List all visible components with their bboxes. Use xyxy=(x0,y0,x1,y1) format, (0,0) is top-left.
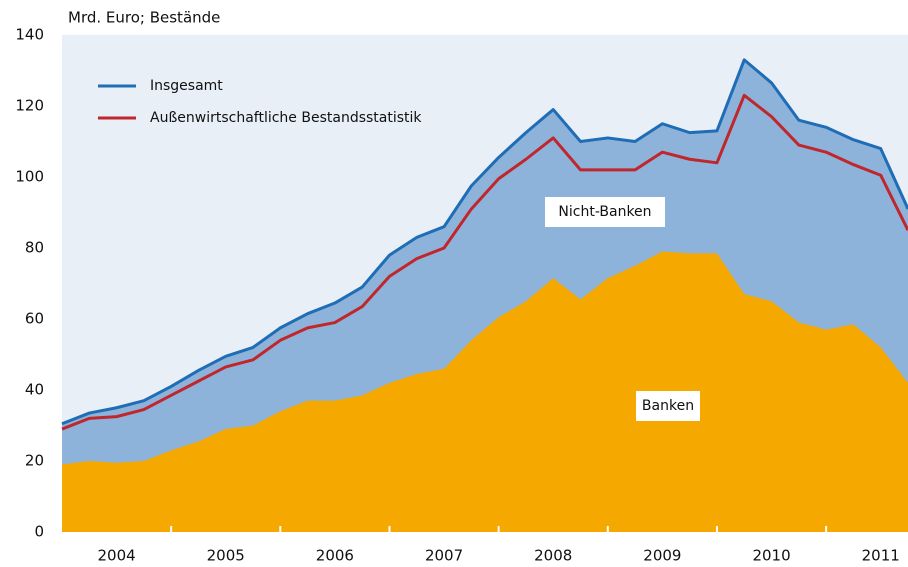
y-tick-label: 140 xyxy=(15,26,44,44)
x-tick-label: 2010 xyxy=(752,547,790,565)
y-axis-label: Mrd. Euro; Bestände xyxy=(68,9,220,27)
legend-label: Außenwirtschaftliche Bestandsstatistik xyxy=(150,110,422,126)
line xyxy=(61,93,908,431)
x-tick-label: 2007 xyxy=(425,547,463,565)
y-tick-label: 40 xyxy=(25,381,44,399)
x-tick-label: 2005 xyxy=(207,547,245,565)
area xyxy=(62,251,908,533)
annotation: Nicht-Banken xyxy=(558,204,651,220)
annotation-box xyxy=(636,391,700,421)
y-tick-label: 20 xyxy=(25,452,44,470)
y-tick-label: 120 xyxy=(15,97,44,115)
x-tick-label: 2004 xyxy=(97,547,135,565)
y-tick-label: 100 xyxy=(15,168,44,186)
y-tick-label: 0 xyxy=(34,523,44,541)
x-tick-label: 2011 xyxy=(862,547,900,565)
y-tick-label: 60 xyxy=(25,310,44,328)
y-tick-label: 80 xyxy=(25,239,44,257)
legend-label: Insgesamt xyxy=(150,78,223,94)
annotation: Banken xyxy=(642,398,694,414)
x-tick-label: 2006 xyxy=(316,547,354,565)
x-tick-label: 2008 xyxy=(534,547,572,565)
line xyxy=(61,58,908,426)
x-tick-label: 2009 xyxy=(643,547,681,565)
annotation-box xyxy=(545,197,665,227)
